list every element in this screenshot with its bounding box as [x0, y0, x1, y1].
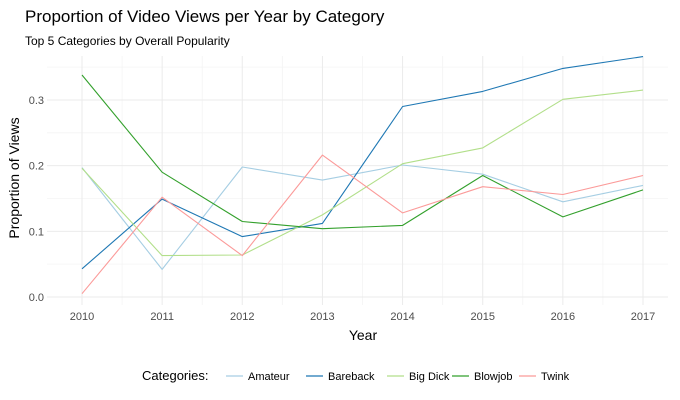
grid: [47, 56, 668, 305]
series-line-blowjob: [81, 74, 644, 230]
legend-label-blowjob: Blowjob: [474, 371, 513, 383]
x-tick-label: 2015: [470, 311, 494, 323]
series-line-twink: [81, 154, 644, 295]
legend-label-big-dick: Big Dick: [409, 371, 450, 383]
legend-label-twink: Twink: [541, 371, 570, 383]
y-axis-title: Proportion of Views: [6, 117, 22, 238]
x-tick-label: 2014: [390, 311, 414, 323]
series-lines: [81, 56, 644, 295]
x-tick-label: 2013: [310, 311, 334, 323]
legend-label-amateur: Amateur: [248, 371, 290, 383]
chart-title: Proportion of Video Views per Year by Ca…: [25, 7, 385, 26]
y-tick-label: 0.0: [29, 292, 44, 304]
y-tick-label: 0.3: [29, 95, 44, 107]
legend-title: Categories:: [142, 368, 208, 383]
y-tick-labels: 0.0 0.1 0.2 0.3: [29, 95, 44, 304]
legend-label-bareback: Bareback: [328, 371, 375, 383]
series-line-amateur: [81, 164, 644, 270]
x-axis-title: Year: [349, 327, 378, 343]
x-tick-label: 2011: [150, 311, 174, 323]
series-line-bareback: [81, 56, 644, 270]
y-tick-label: 0.1: [29, 226, 44, 238]
x-tick-labels: 2010 2011 2012 2013 2014 2015 2016 2017: [70, 311, 655, 323]
series-line-big-dick: [81, 89, 644, 257]
x-tick-label: 2017: [631, 311, 655, 323]
x-tick-label: 2010: [70, 311, 94, 323]
y-tick-label: 0.2: [29, 161, 44, 173]
x-tick-label: 2016: [551, 311, 575, 323]
x-tick-label: 2012: [230, 311, 254, 323]
chart-subtitle: Top 5 Categories by Overall Popularity: [25, 34, 230, 48]
legend: Categories: Amateur Bareback Big Dick Blowj…: [142, 368, 570, 383]
